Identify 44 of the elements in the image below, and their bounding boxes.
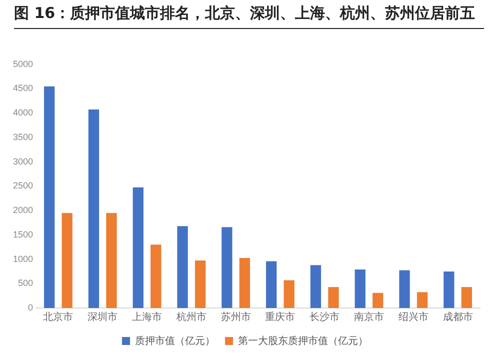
- x-tick-label: 长沙市: [310, 310, 340, 323]
- bar: [284, 280, 294, 308]
- y-tick-label: 3000: [12, 156, 34, 166]
- x-tick-label: 北京市: [43, 310, 74, 323]
- chart-title: 图 16：质押市值城市排名，北京、深圳、上海、杭州、苏州位居前五: [14, 2, 484, 29]
- y-tick-label: 0: [28, 302, 34, 312]
- bar: [194, 260, 206, 308]
- x-tick-label: 苏州市: [220, 310, 251, 323]
- y-tick-label: 2500: [12, 180, 34, 191]
- bar: [150, 244, 162, 308]
- bar: [44, 86, 55, 308]
- y-tick-label: 500: [18, 278, 34, 288]
- bar: [461, 287, 472, 308]
- bar: [354, 270, 366, 308]
- y-tick-label: 5000: [12, 58, 34, 69]
- bar: [62, 212, 72, 308]
- x-tick-label: 重庆市: [265, 310, 296, 323]
- x-tick-label: 上海市: [132, 310, 162, 323]
- bar: [222, 227, 232, 308]
- x-tick-label: 南京市: [354, 310, 384, 323]
- x-tick-label: 杭州市: [175, 310, 206, 323]
- bar: [444, 271, 454, 308]
- x-tick-label: 深圳市: [88, 310, 118, 323]
- bar: [88, 109, 100, 308]
- bar: [132, 187, 144, 308]
- y-tick-label: 2000: [12, 205, 34, 216]
- bar: [239, 258, 250, 308]
- y-tick-label: 3500: [12, 132, 34, 142]
- bar: [177, 226, 188, 308]
- bar: [416, 292, 428, 308]
- bar: [328, 287, 339, 308]
- legend-label: 第一大股东质押市值（亿元）: [238, 334, 368, 347]
- y-tick-label: 4000: [12, 108, 34, 118]
- bar: [106, 212, 117, 308]
- legend-label: 质押市值（亿元）: [135, 334, 215, 347]
- x-tick-label: 成都市: [442, 310, 473, 323]
- y-tick-label: 1000: [12, 254, 34, 264]
- y-tick-label: 4500: [12, 83, 34, 94]
- bar: [399, 270, 410, 308]
- bar: [266, 261, 277, 308]
- y-tick-label: 1500: [12, 229, 34, 240]
- bar: [310, 265, 322, 308]
- x-tick-label: 绍兴市: [398, 310, 428, 323]
- bar: [372, 292, 384, 308]
